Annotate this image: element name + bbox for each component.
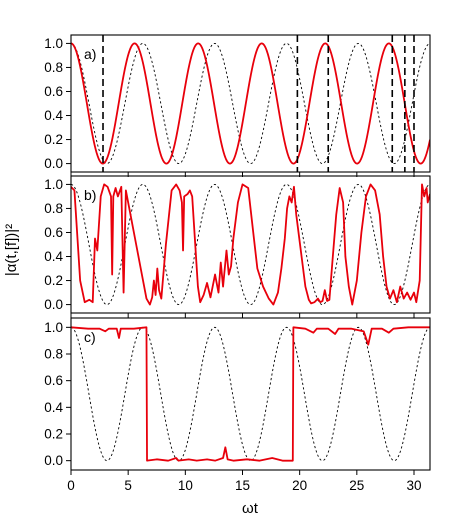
y-tick-label-1-5: 1.0 <box>44 177 63 192</box>
y-tick-label-2-0: 0.0 <box>44 453 63 468</box>
y-tick-label-0-3: 0.6 <box>44 84 63 99</box>
y-tick-label-2-4: 0.8 <box>44 347 63 362</box>
panel-label-1: b) <box>84 187 96 203</box>
y-axis-title: |α(t,[f])|² <box>3 224 20 276</box>
y-tick-label-1-1: 0.2 <box>44 273 63 288</box>
panel-frame-2 <box>70 317 431 471</box>
x-tick-label-2: 10 <box>178 478 193 493</box>
panel-2: 0.0 0.2 0.4 0.6 0.8 1.0 0 5 10 15 20 25 30 c) <box>44 317 431 493</box>
y-tick-label-0-4: 0.8 <box>44 60 63 75</box>
dotted-series-line-2 <box>71 326 430 462</box>
y-tick-label-1-0: 0.0 <box>44 297 63 312</box>
y-tick-label-1-3: 0.6 <box>44 225 63 240</box>
y-tick-label-2-1: 0.2 <box>44 427 63 442</box>
y-tick-label-2-5: 1.0 <box>44 320 63 335</box>
x-tick-label-6: 30 <box>406 478 421 493</box>
panel-frame-0 <box>70 34 431 173</box>
y-tick-label-0-1: 0.2 <box>44 132 63 147</box>
panel-label-0: a) <box>84 46 96 62</box>
x-tick-label-1: 5 <box>124 478 132 493</box>
y-tick-label-2-3: 0.6 <box>44 373 63 388</box>
dotted-series-line-0 <box>71 42 430 165</box>
y-tick-label-2-2: 0.4 <box>44 400 63 415</box>
y-tick-label-0-0: 0.0 <box>44 156 63 171</box>
red-series-line-1 <box>71 183 430 306</box>
panel-label-2: c) <box>84 329 96 345</box>
panel-0: 0.0 0.2 0.4 0.6 0.8 1.0 a) <box>44 34 431 177</box>
y-tick-label-0-2: 0.4 <box>44 108 63 123</box>
panel-frame-1 <box>70 175 431 314</box>
chart-panels: 0.0 0.2 0.4 0.6 0.8 1.0 a) 0.0 0.2 0.4 0.6 0.8 1.0 b)… <box>44 34 431 493</box>
red-series-line-2 <box>71 326 430 462</box>
y-tick-label-0-5: 1.0 <box>44 36 63 51</box>
x-tick-label-5: 25 <box>349 478 364 493</box>
x-axis-title: ωt <box>242 500 259 517</box>
panel-1: 0.0 0.2 0.4 0.6 0.8 1.0 b) <box>44 175 431 318</box>
x-tick-label-0: 0 <box>67 478 75 493</box>
x-tick-label-4: 20 <box>292 478 307 493</box>
y-tick-label-1-2: 0.4 <box>44 249 63 264</box>
red-series-line-0 <box>71 42 430 165</box>
y-tick-label-1-4: 0.8 <box>44 201 63 216</box>
x-tick-label-3: 15 <box>235 478 250 493</box>
